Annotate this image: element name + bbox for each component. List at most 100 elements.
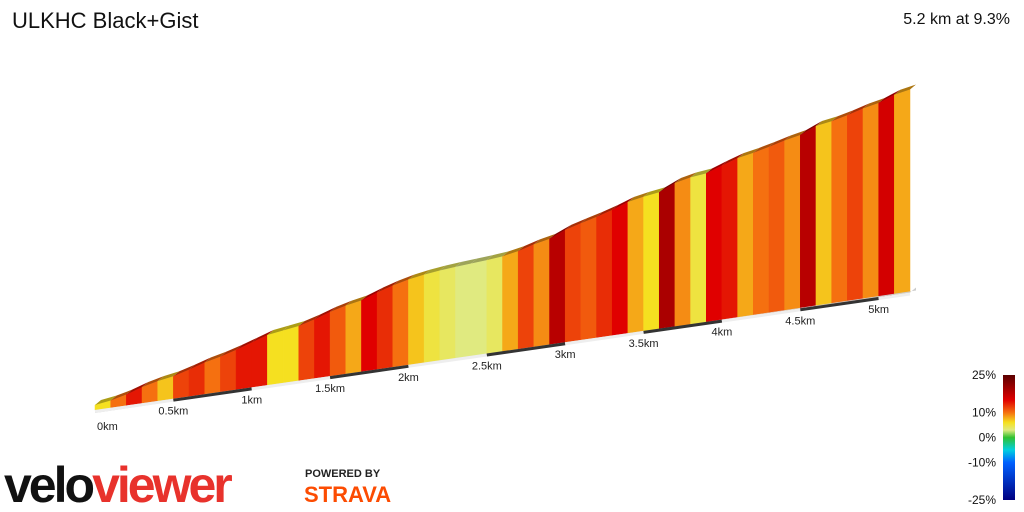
logo: veloviewer bbox=[4, 457, 232, 512]
segment-top bbox=[471, 255, 493, 264]
segment-top bbox=[173, 364, 196, 377]
segment-top bbox=[815, 116, 838, 127]
segment-top bbox=[189, 357, 211, 370]
segment bbox=[470, 259, 488, 357]
segment bbox=[376, 285, 394, 370]
x-tick-label: 4.5km bbox=[785, 315, 815, 327]
segment bbox=[392, 279, 409, 368]
segment-top bbox=[878, 89, 901, 103]
strava: STRAVA bbox=[304, 482, 391, 507]
x-tick-label: 0.5km bbox=[158, 406, 188, 418]
segment bbox=[768, 140, 785, 314]
segment-top bbox=[862, 97, 885, 109]
axis-segment bbox=[486, 342, 566, 357]
x-tick-label: 2km bbox=[398, 372, 419, 384]
x-tick-label: 2.5km bbox=[472, 361, 502, 373]
segment-top bbox=[565, 218, 587, 230]
segment bbox=[721, 157, 738, 320]
segment-top bbox=[502, 246, 525, 257]
segment-top bbox=[157, 371, 180, 382]
segment-top bbox=[298, 314, 321, 327]
segment bbox=[408, 274, 425, 366]
legend-label: -25% bbox=[968, 493, 996, 507]
axis-segment bbox=[721, 308, 801, 323]
segment bbox=[580, 216, 597, 341]
legend-label: 10% bbox=[972, 406, 996, 420]
segment-top bbox=[768, 135, 791, 147]
axis-segment bbox=[251, 376, 331, 391]
segment-top bbox=[251, 330, 274, 343]
segment bbox=[831, 114, 848, 305]
title: ULKHC Black+Gist bbox=[12, 8, 198, 33]
segment bbox=[282, 325, 299, 384]
segment bbox=[596, 209, 613, 338]
axis-segment bbox=[564, 330, 644, 346]
segment bbox=[564, 222, 582, 343]
x-tick-label: 1.5km bbox=[315, 383, 345, 395]
segment bbox=[517, 244, 535, 350]
segment bbox=[455, 263, 472, 359]
segment bbox=[314, 311, 331, 379]
segment bbox=[423, 270, 441, 363]
x-tick-label: 3.5km bbox=[629, 338, 659, 350]
segment bbox=[611, 201, 629, 336]
segment-top bbox=[439, 261, 462, 271]
segment bbox=[737, 152, 754, 318]
segment-top bbox=[643, 187, 666, 197]
axis-segment bbox=[878, 292, 911, 301]
segment-top bbox=[110, 389, 133, 401]
segment bbox=[878, 94, 895, 298]
logo-viewer: viewer bbox=[92, 457, 232, 512]
segment-top bbox=[533, 233, 556, 245]
segment-top bbox=[314, 306, 337, 320]
segment bbox=[549, 229, 566, 345]
segment-top bbox=[753, 141, 775, 153]
segment-top bbox=[721, 153, 744, 166]
segment-top bbox=[204, 351, 227, 363]
x-tick-label: 3km bbox=[555, 349, 576, 361]
segment bbox=[533, 238, 550, 348]
legend-label: 25% bbox=[972, 368, 996, 382]
segment-top bbox=[847, 103, 869, 116]
segment-top bbox=[95, 395, 117, 405]
segment bbox=[329, 305, 347, 377]
segment bbox=[251, 334, 268, 388]
segment bbox=[847, 108, 864, 302]
segment-top bbox=[674, 172, 697, 184]
segment bbox=[345, 300, 362, 375]
powered-by: POWERED BY bbox=[305, 468, 381, 480]
profile bbox=[94, 84, 916, 411]
segment bbox=[486, 256, 503, 354]
x-tick-label: 5km bbox=[868, 304, 889, 316]
segment-top bbox=[800, 121, 822, 135]
segment bbox=[627, 196, 644, 334]
segment-top bbox=[455, 258, 478, 267]
segment bbox=[643, 191, 660, 332]
legend-label: 0% bbox=[979, 431, 997, 445]
segment bbox=[439, 266, 456, 361]
legend-label: -10% bbox=[968, 456, 996, 470]
summary: 5.2 km at 9.3% bbox=[903, 11, 1010, 28]
segment bbox=[894, 89, 911, 296]
segment bbox=[502, 250, 519, 352]
segment bbox=[784, 134, 801, 311]
segment bbox=[753, 146, 770, 316]
segment-top bbox=[784, 129, 807, 141]
segment-top bbox=[142, 376, 164, 388]
segment bbox=[862, 102, 879, 300]
segment-top bbox=[737, 147, 760, 159]
segment-top bbox=[392, 274, 415, 286]
segment-top bbox=[627, 191, 650, 203]
segment-top bbox=[831, 110, 854, 122]
segment-top bbox=[659, 178, 681, 193]
legend-bar bbox=[1003, 375, 1015, 500]
segment-top bbox=[361, 287, 384, 301]
axis-segment bbox=[800, 297, 879, 312]
logo-velo: velo bbox=[4, 457, 94, 512]
segment-top bbox=[549, 224, 572, 239]
segment bbox=[235, 342, 252, 390]
segment bbox=[706, 165, 723, 323]
axis-segment bbox=[329, 364, 409, 380]
segment-top bbox=[596, 204, 619, 217]
